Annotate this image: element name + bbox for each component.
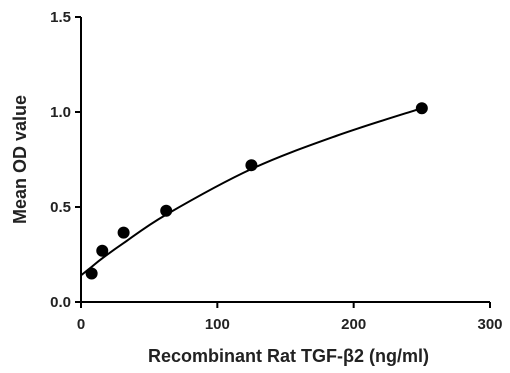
data-point [245, 159, 258, 172]
data-point [85, 267, 98, 280]
y-tick-label: 0.5 [50, 199, 71, 216]
data-point [96, 244, 109, 257]
y-ticks: 0.0 0.5 1.0 1.5 [50, 9, 81, 311]
x-tick-label: 200 [341, 316, 366, 333]
y-tick-label: 0.0 [50, 294, 71, 311]
data-point [117, 226, 130, 239]
y-tick-label: 1.0 [50, 104, 71, 121]
y-tick-label: 1.5 [50, 9, 71, 26]
data-point [160, 204, 173, 217]
x-axis-title: Recombinant Rat TGF-β2 (ng/ml) [148, 346, 429, 366]
x-ticks: 0 100 200 300 [77, 302, 503, 333]
y-axis-title: Mean OD value [10, 95, 30, 224]
x-tick-label: 300 [477, 316, 502, 333]
axes: 0.0 0.5 1.0 1.5 0 100 200 300 [50, 9, 502, 333]
x-tick-label: 0 [77, 316, 85, 333]
fit-curve [80, 107, 423, 277]
data-point [415, 102, 428, 115]
x-tick-label: 100 [205, 316, 230, 333]
data-points [85, 102, 428, 280]
